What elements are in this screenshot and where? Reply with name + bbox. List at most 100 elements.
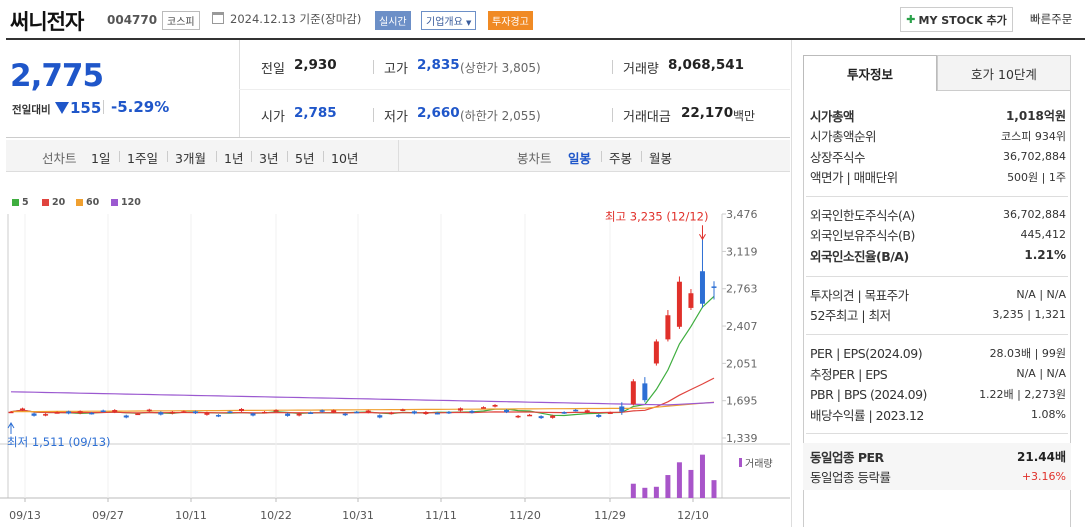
high-arrow-head (699, 234, 706, 241)
divider (119, 151, 120, 162)
tab-period-3m[interactable]: 3개월 (175, 151, 206, 166)
tab-period-1d[interactable]: 1일 (91, 151, 111, 166)
tab-orderbook-10[interactable]: 호가 10단계 (937, 55, 1071, 91)
volume-legend-swatch (739, 458, 742, 467)
investment-warning-badge: 투자경고 (488, 11, 533, 30)
candle-body (527, 414, 533, 417)
info-key: 배당수익률 | 2023.12 (810, 408, 924, 423)
divider (612, 60, 613, 74)
candle-body (227, 411, 233, 413)
open-value: 2,785 (294, 105, 337, 121)
legend-label: 20 (52, 197, 66, 208)
panel-divider (791, 40, 792, 527)
legend-ma120: 120 (111, 197, 141, 208)
volume-bar (676, 462, 682, 498)
add-mystock-button[interactable]: ✚ MY STOCK 추가 (900, 7, 1013, 32)
x-tick-label: 10/11 (175, 509, 207, 522)
legend-swatch (76, 199, 83, 206)
candle-body (112, 410, 118, 413)
tab-investment-info[interactable]: 투자정보 (803, 55, 937, 91)
candle-body (630, 381, 636, 405)
candle-body (434, 412, 440, 415)
info-key: 외국인한도주식수(A) (810, 207, 915, 223)
candle-body (688, 293, 694, 308)
y-tick-label: 1,695 (726, 395, 758, 408)
candle-body (561, 412, 567, 414)
tab-candle-daily[interactable]: 일봉 (568, 151, 592, 166)
info-value: 1.08% (1031, 408, 1066, 421)
x-tick-label: 11/11 (425, 509, 457, 522)
x-tick-label: 11/20 (509, 509, 541, 522)
header-divider (6, 38, 1085, 40)
divider (103, 100, 104, 114)
ma-line-60 (10, 401, 715, 413)
candle-body (331, 410, 337, 413)
candle-body (504, 409, 510, 413)
info-value: 3,235 | 1,321 (992, 308, 1066, 321)
candle-body (296, 413, 302, 416)
candle-body (365, 410, 371, 413)
x-tick-label: 10/22 (260, 509, 292, 522)
candle-body (215, 415, 221, 417)
tab-period-10y[interactable]: 10년 (331, 151, 359, 166)
candle-body (665, 315, 671, 340)
candle-body (100, 410, 106, 412)
current-price: 2,775 (10, 58, 104, 94)
company-overview-dropdown[interactable]: 기업개요 ▼ (421, 11, 477, 30)
legend-ma5: 5 (12, 197, 29, 208)
quick-order-button[interactable]: 빠른주문 (1030, 12, 1073, 26)
info-key: 투자의견 | 목표주가 (810, 287, 909, 303)
volume-bar (665, 475, 671, 498)
plus-icon: ✚ (906, 13, 916, 26)
ma-line-120 (10, 391, 715, 406)
info-value: 28.03배 | 99원 (989, 347, 1066, 360)
x-tick-label: 12/10 (677, 509, 709, 522)
peer-row: 동일업종 PER 21.44배 (810, 446, 1066, 466)
tab-candle-weekly[interactable]: 주봉 (609, 151, 633, 166)
y-tick-label: 3,476 (726, 208, 758, 221)
legend-ma60: 60 (76, 197, 99, 208)
ma-line-5 (10, 295, 715, 417)
candle-body (607, 412, 613, 414)
candle-body (400, 409, 406, 411)
legend-swatch (42, 199, 49, 206)
volume-bar (711, 480, 717, 498)
candle-body (676, 281, 682, 327)
peer-key: 동일업종 등락률 (810, 469, 891, 485)
info-key: 시가총액순위 (810, 129, 877, 144)
candle-body (273, 410, 279, 412)
info-row: 추정PER | EPS N/A | N/A (810, 364, 1066, 384)
high-value: 2,835 (417, 57, 460, 73)
info-row: 시가총액 1,018억원 (810, 105, 1066, 125)
divider (287, 151, 288, 162)
tab-period-1y[interactable]: 1년 (224, 151, 244, 166)
info-row: 52주최고 | 최저 3,235 | 1,321 (810, 305, 1066, 325)
upper-limit: (상한가 3,805) (460, 61, 541, 75)
tab-candle-monthly[interactable]: 월봉 (649, 151, 673, 166)
info-value: 1.22배 | 2,273원 (979, 388, 1066, 401)
peer-value: 21.44배 (1017, 449, 1066, 464)
low-label: 저가 (384, 110, 408, 125)
candle-body (538, 416, 544, 419)
info-row: 배당수익률 | 2023.12 1.08% (810, 405, 1066, 425)
realtime-button[interactable]: 실시간 (375, 11, 411, 30)
tab-period-5y[interactable]: 5년 (295, 151, 315, 166)
divider (612, 108, 613, 122)
divider (641, 151, 642, 162)
info-key: 외국인보유주식수(B) (810, 228, 915, 243)
info-key: 외국인소진율(B/A) (810, 248, 909, 264)
divider (373, 60, 374, 74)
candle-body (699, 271, 705, 304)
candle-body (492, 404, 498, 407)
y-tick-label: 2,051 (726, 357, 758, 370)
high-label: 고가 (384, 62, 408, 77)
tab-period-1w[interactable]: 1주일 (127, 151, 158, 166)
candle-body (619, 406, 625, 412)
volume-bar (699, 454, 705, 498)
tab-period-3y[interactable]: 3년 (259, 151, 279, 166)
low-annotation: 최저 1,511 (09/13) (7, 435, 111, 449)
legend-swatch (111, 199, 118, 206)
info-value: N/A | N/A (1016, 367, 1066, 380)
candle-body (31, 413, 37, 416)
price-chart[interactable]: 3,476 3,119 2,763 2,407 2,051 1,695 1,339 09/13… (0, 200, 790, 527)
